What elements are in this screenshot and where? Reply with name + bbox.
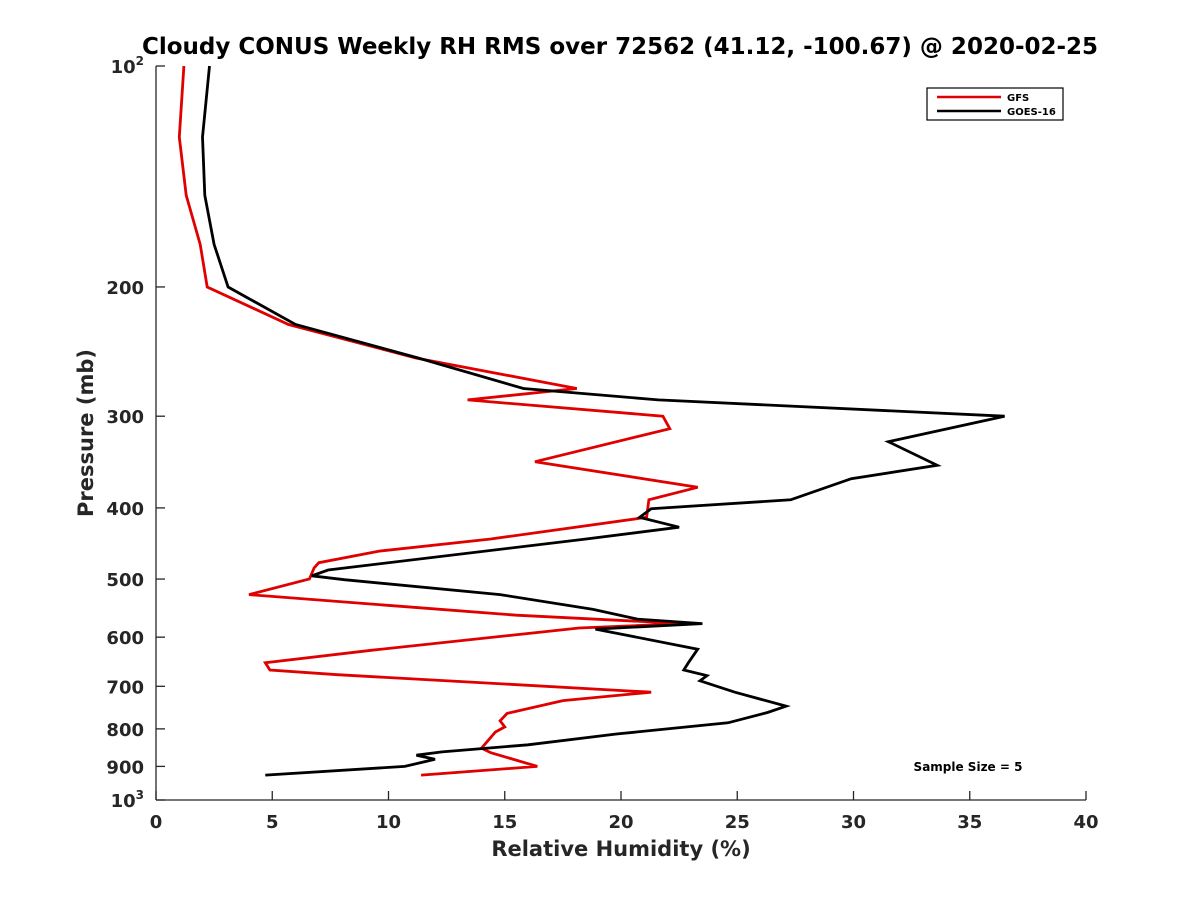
y-tick-label: 400 [106, 499, 144, 520]
y-tick-label: 102 [111, 54, 144, 78]
x-tick-label: 30 [841, 812, 866, 833]
x-tick-label: 5 [266, 812, 279, 833]
y-tick-label: 900 [106, 757, 144, 778]
y-tick-label: 800 [106, 720, 144, 741]
y-tick-label: 700 [106, 677, 144, 698]
x-axis-ticks: 0 5 10 15 20 25 30 35 40 [150, 791, 1099, 833]
y-tick-label: 500 [106, 570, 144, 591]
series-line-goes16 [201, 65, 1005, 777]
y-tick-label: 600 [106, 628, 144, 649]
legend-label-goes16: GOES-16 [1007, 107, 1056, 118]
legend: GFS GOES-16 [926, 87, 1064, 121]
x-tick-label: 25 [725, 812, 750, 833]
x-tick-label: 10 [376, 812, 401, 833]
legend-box [926, 87, 1064, 121]
series-lines [177, 65, 1005, 777]
x-tick-label: 20 [608, 812, 633, 833]
series-line-gfs [177, 65, 699, 777]
x-tick-label: 35 [957, 812, 982, 833]
legend-label-gfs: GFS [1007, 93, 1029, 104]
y-tick-base: 10 [111, 57, 136, 78]
y-tick-label: 103 [111, 788, 144, 812]
x-tick-label: 15 [492, 812, 517, 833]
y-tick-base: 10 [111, 791, 136, 812]
x-tick-label: 0 [150, 812, 163, 833]
sample-size-annotation: Sample Size = 5 [914, 760, 1023, 774]
y-tick-exponent: 2 [136, 54, 144, 68]
y-tick-label: 300 [106, 407, 144, 428]
chart-title: Cloudy CONUS Weekly RH RMS over 72562 (4… [142, 34, 1098, 60]
x-axis-label: Relative Humidity (%) [491, 837, 750, 861]
y-tick-exponent: 3 [136, 788, 144, 802]
x-tick-label: 40 [1073, 812, 1098, 833]
y-axis-label: Pressure (mb) [74, 349, 98, 517]
y-tick-label: 200 [106, 278, 144, 299]
